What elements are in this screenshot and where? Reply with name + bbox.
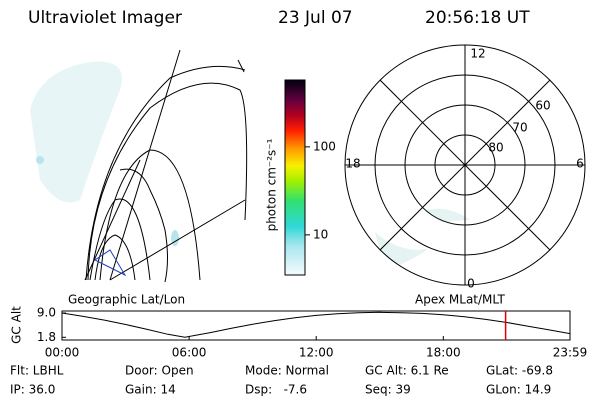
status-field: Flt: LBHL	[10, 364, 64, 378]
mlt-label: 12	[470, 47, 485, 61]
geo-map	[30, 49, 248, 283]
footer: Flt: LBHL Door: Open Mode: Normal GC Alt: 6…	[10, 364, 553, 397]
x-tick-label: 06:00	[172, 346, 207, 360]
time: 20:56:18 UT	[425, 8, 530, 28]
status-field: Dsp: -7.6	[245, 383, 307, 397]
geo-label: Geographic Lat/Lon	[68, 293, 185, 307]
status-field: Seq: 39	[365, 383, 411, 397]
x-tick-label: 23:59	[553, 346, 588, 360]
x-tick-label: 00:00	[45, 346, 80, 360]
status-field: IP: 36.0	[10, 383, 55, 397]
y-tick-label: 9.0	[37, 306, 56, 320]
mlt-label: 18	[345, 157, 360, 171]
altitude-plot: 9.0 1.8 00:00 06:00 12:00 18:00 23:59	[37, 306, 587, 360]
status-field: GLat: -69.8	[486, 364, 553, 378]
title: Ultraviolet Imager	[28, 8, 182, 28]
colorbar-label: photon cm⁻²s⁻¹	[265, 138, 279, 231]
polar-plot	[344, 44, 586, 286]
status-field: Mode: Normal	[245, 364, 329, 378]
date: 23 Jul 07	[278, 8, 353, 28]
colorbar-tick-label: 10	[313, 227, 328, 241]
mlt-label: 6	[576, 157, 584, 171]
colorbar-tick-label: 100	[313, 139, 336, 153]
lat-label: 80	[488, 141, 503, 155]
y-axis-label: GC Alt	[10, 306, 24, 344]
y-tick-label: 1.8	[37, 330, 56, 344]
x-tick-label: 12:00	[299, 346, 334, 360]
colorbar-ticks: 10 100	[305, 139, 336, 241]
altitude-line	[61, 311, 571, 338]
polar-label: Apex MLat/MLT	[415, 293, 505, 307]
x-tick-label: 18:00	[426, 346, 461, 360]
lat-label: 70	[512, 121, 527, 135]
status-field: Door: Open	[125, 364, 194, 378]
status-field: Gain: 14	[125, 383, 176, 397]
colorbar	[284, 79, 306, 276]
mlt-label: 0	[467, 277, 475, 291]
status-field: GC Alt: 6.1 Re	[365, 364, 449, 378]
status-field: GLon: 14.9	[486, 383, 551, 397]
lat-label: 60	[535, 99, 550, 113]
